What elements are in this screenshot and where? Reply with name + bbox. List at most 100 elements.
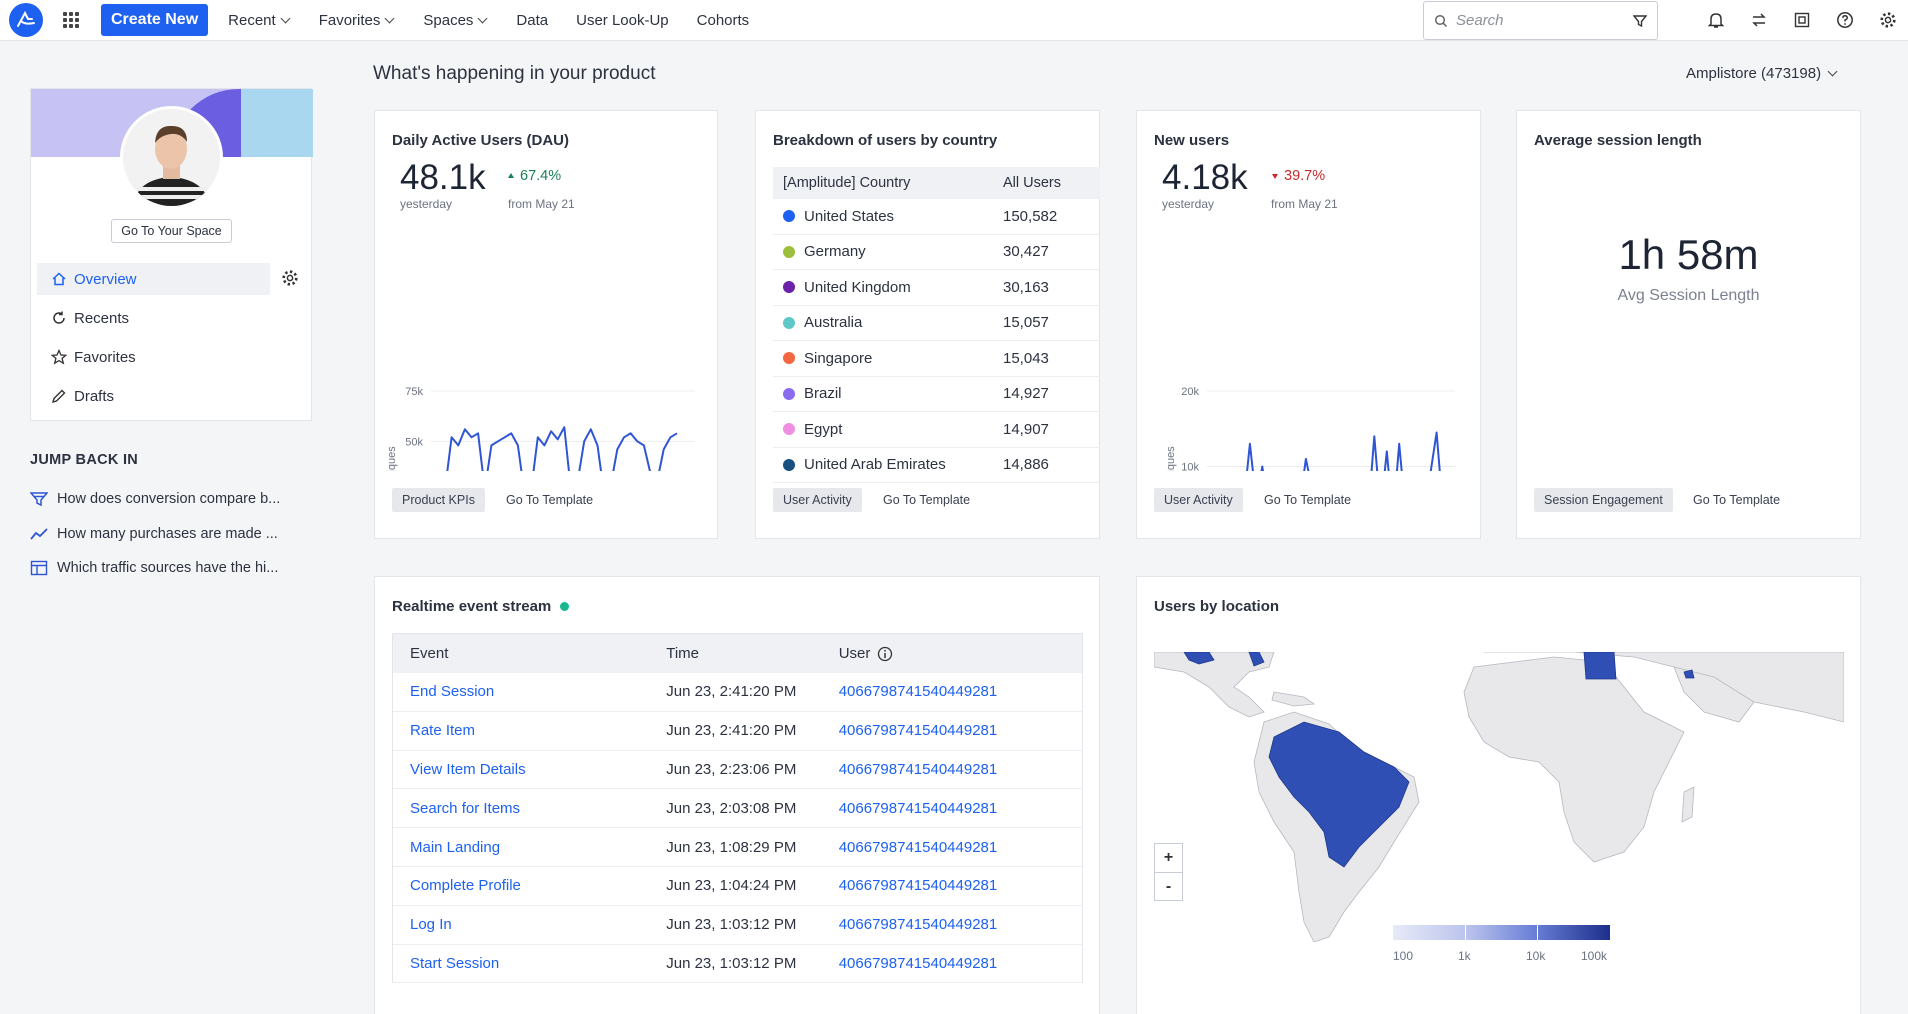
dau-delta: 67.4%: [507, 168, 561, 184]
event-link[interactable]: Main Landing: [410, 838, 501, 856]
user-id-link[interactable]: 4066798741540449281: [838, 916, 998, 934]
user-activity-tag-button[interactable]: User Activity: [773, 488, 862, 512]
user-count: 30,163: [1003, 278, 1049, 296]
apps-grid-icon[interactable]: [63, 12, 79, 28]
session-engagement-tag-button[interactable]: Session Engagement: [1534, 488, 1673, 512]
table-row[interactable]: Australia 15,057: [773, 306, 1100, 341]
create-new-button[interactable]: Create New: [101, 4, 209, 36]
event-link[interactable]: Rate Item: [410, 722, 476, 740]
table-row[interactable]: United States 150,582: [773, 199, 1100, 235]
frame-icon[interactable]: [1792, 10, 1812, 30]
event-link[interactable]: Complete Profile: [410, 877, 521, 895]
country-name: Singapore: [804, 349, 873, 367]
sidebar-item-recents[interactable]: Recents: [37, 302, 270, 334]
country-name: United Arab Emirates: [804, 456, 946, 474]
map-zoom-controls: + -: [1154, 843, 1183, 901]
nav-favorites-label: Favorites: [318, 11, 381, 29]
go-to-your-space-button[interactable]: Go To Your Space: [111, 219, 232, 243]
country-table: [Amplitude] Country All Users United Sta…: [773, 167, 1100, 483]
table-row[interactable]: Singapore 15,043: [773, 341, 1100, 377]
user-id-link[interactable]: 4066798741540449281: [838, 877, 998, 895]
go-to-template-link[interactable]: Go To Template: [506, 493, 594, 507]
user-count: 150,582: [1003, 207, 1058, 225]
go-to-template-link[interactable]: Go To Template: [883, 493, 971, 507]
table-row[interactable]: United Arab Emirates 14,886: [773, 448, 1100, 483]
event-link[interactable]: Search for Items: [410, 799, 521, 817]
series-color-dot: [783, 387, 795, 400]
project-selector[interactable]: Amplistore (473198): [1686, 65, 1838, 82]
zoom-out-button[interactable]: -: [1155, 872, 1182, 900]
table-row[interactable]: Brazil 14,927: [773, 377, 1100, 412]
help-icon[interactable]: [1835, 10, 1855, 30]
world-map[interactable]: [1154, 652, 1844, 942]
user-id-link[interactable]: 4066798741540449281: [838, 760, 998, 778]
column-header-country: [Amplitude] Country: [783, 175, 911, 191]
sidebar-item-favorites[interactable]: Favorites: [37, 341, 270, 373]
search-input[interactable]: [1456, 12, 1616, 29]
series-color-dot: [783, 210, 795, 223]
series-line[interactable]: [1225, 431, 1449, 472]
country-name: Egypt: [804, 420, 843, 438]
product-kpis-tag-button[interactable]: Product KPIs: [392, 488, 485, 512]
gear-icon[interactable]: [281, 269, 299, 292]
bell-icon[interactable]: [1706, 10, 1726, 30]
sub-label-from: from May 21: [1271, 197, 1338, 211]
legend-label: 100: [1393, 949, 1414, 963]
table-row: Log In Jun 23, 1:03:12 PM 4066798741540449…: [393, 906, 1082, 945]
y-tick-label: 75k: [405, 386, 423, 398]
event-link[interactable]: Start Session: [410, 954, 500, 972]
user-activity-tag-button[interactable]: User Activity: [1154, 488, 1243, 512]
user-id-link[interactable]: 4066798741540449281: [838, 954, 998, 972]
table-row[interactable]: United Kingdom 30,163: [773, 270, 1100, 306]
session-value: 1h 58m: [1618, 231, 1759, 278]
arrow-down-icon: [1272, 174, 1278, 179]
data-table-icon: [30, 560, 48, 576]
table-row[interactable]: Germany 30,427: [773, 235, 1100, 270]
new-users-card: New users 4.18k 39.7% yesterday from May…: [1136, 110, 1481, 539]
card-title: Average session length: [1534, 132, 1702, 149]
user-count: 14,907: [1003, 420, 1049, 438]
go-to-template-link[interactable]: Go To Template: [1264, 493, 1352, 507]
arrow-up-icon: [508, 173, 514, 178]
switch-arrows-icon[interactable]: [1749, 10, 1769, 30]
country-cell: United States: [773, 208, 993, 225]
country-cell: United Kingdom: [773, 279, 993, 296]
chevron-down-icon: [1827, 66, 1838, 77]
star-icon: [51, 349, 67, 365]
zoom-in-button[interactable]: +: [1155, 844, 1182, 872]
project-selector-label: Amplistore (473198): [1686, 65, 1822, 82]
card-title: New users: [1154, 132, 1230, 149]
settings-gear-icon[interactable]: [1878, 10, 1898, 30]
amplitude-logo-icon[interactable]: [9, 3, 43, 37]
user-id-link[interactable]: 4066798741540449281: [838, 683, 998, 701]
nav-recent[interactable]: Recent: [228, 12, 291, 29]
country-cell: United Arab Emirates: [773, 456, 993, 473]
sidebar-item-drafts[interactable]: Drafts: [37, 380, 270, 412]
sidebar-item-overview[interactable]: Overview: [37, 263, 270, 295]
event-link[interactable]: End Session: [410, 683, 495, 701]
series-line[interactable]: [445, 426, 678, 471]
table-row[interactable]: Egypt 14,907: [773, 412, 1100, 448]
info-icon[interactable]: [877, 646, 893, 662]
dau-card: Daily Active Users (DAU) 48.1k 67.4% yes…: [374, 110, 718, 539]
event-link[interactable]: View Item Details: [410, 760, 526, 778]
user-id-link[interactable]: 4066798741540449281: [838, 838, 998, 856]
jump-item-segmentation[interactable]: How many purchases are made ...: [30, 526, 278, 542]
event-link[interactable]: Log In: [410, 916, 452, 934]
go-to-template-link[interactable]: Go To Template: [1693, 493, 1781, 507]
nav-data[interactable]: Data: [516, 11, 549, 29]
jump-item-table[interactable]: Which traffic sources have the hi...: [30, 560, 278, 576]
table-row: Rate Item Jun 23, 2:41:20 PM 4066798741540…: [393, 712, 1082, 751]
nav-cohorts[interactable]: Cohorts: [696, 11, 750, 29]
series-color-dot: [783, 458, 795, 471]
dau-line-chart: 025k50k75kUniquesMay 29Jun 12: [386, 386, 695, 471]
nav-spaces[interactable]: Spaces: [423, 12, 488, 29]
filter-icon[interactable]: [1633, 14, 1647, 28]
nav-favorites[interactable]: Favorites: [318, 11, 395, 29]
jump-item-funnel[interactable]: How does conversion compare b...: [30, 491, 280, 507]
nav-user-lookup[interactable]: User Look-Up: [576, 11, 669, 29]
user-id-link[interactable]: 4066798741540449281: [838, 799, 998, 817]
country-name: Brazil: [804, 385, 842, 403]
sidebar-item-label: Drafts: [74, 387, 115, 405]
user-id-link[interactable]: 4066798741540449281: [838, 722, 998, 740]
